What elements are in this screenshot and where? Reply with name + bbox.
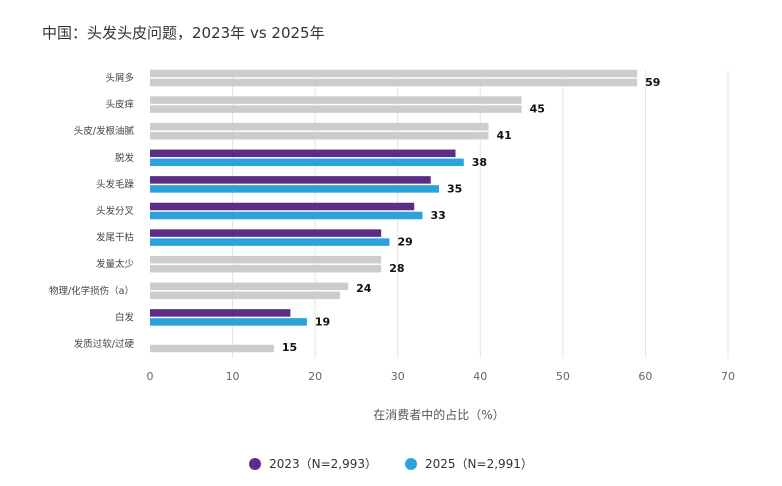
x-tick-label: 40 <box>473 370 487 383</box>
bar-2025 <box>150 78 638 87</box>
x-tick-label: 20 <box>308 370 322 383</box>
y-category-label: 发质过软/过硬 <box>74 338 135 350</box>
y-category-label: 物理/化学损伤（a） <box>49 285 134 297</box>
bar-2025 <box>150 264 382 273</box>
y-category-label: 头发毛躁 <box>96 178 135 190</box>
legend-item-2025: 2025（N=2,991） <box>405 455 533 472</box>
data-label: 29 <box>397 236 412 249</box>
legend-swatch-2025 <box>405 457 417 470</box>
bar-2023 <box>150 122 489 131</box>
bar-2025 <box>150 344 274 353</box>
bar-2023 <box>150 202 415 211</box>
bar-2025 <box>150 131 489 140</box>
bar-2023 <box>150 255 382 264</box>
data-label: 24 <box>356 282 372 295</box>
legend-label-2025: 2025（N=2,991） <box>425 457 533 471</box>
bar-2023 <box>150 176 431 184</box>
data-label: 19 <box>315 315 330 328</box>
bar-2023 <box>150 229 382 237</box>
chart-title: 中国：头发头皮问题，2023年 vs 2025年 <box>42 24 325 42</box>
bar-2023 <box>150 69 638 78</box>
y-category-label: 头皮/发根油腻 <box>74 125 135 137</box>
x-tick-label: 70 <box>721 370 735 383</box>
data-label: 33 <box>430 209 445 222</box>
legend-swatch-2023 <box>249 457 262 470</box>
x-tick-label: 30 <box>391 370 405 383</box>
bar-2025 <box>150 238 390 246</box>
y-category-label: 脱发 <box>115 152 135 164</box>
bar-2025 <box>150 158 464 167</box>
data-label: 45 <box>530 103 545 116</box>
y-category-label: 白发 <box>115 311 135 323</box>
y-category-label: 发尾干枯 <box>96 232 135 244</box>
bar-2023 <box>150 149 456 158</box>
data-label: 59 <box>645 76 660 89</box>
bar-2025 <box>150 291 340 300</box>
y-category-label: 头皮痒 <box>105 99 134 111</box>
legend: 2023（N=2,993） 2025（N=2,991） <box>0 455 782 472</box>
x-tick-label: 50 <box>556 370 570 383</box>
x-tick-label: 10 <box>226 370 240 383</box>
data-label: 38 <box>472 156 487 169</box>
legend-label-2023: 2023（N=2,993） <box>269 457 377 471</box>
x-tick-label: 0 <box>147 370 154 383</box>
bar-2025 <box>150 211 423 220</box>
bar-2025 <box>150 318 307 326</box>
legend-item-2023: 2023（N=2,993） <box>249 455 377 472</box>
data-label: 41 <box>497 129 512 142</box>
bar-2023 <box>150 96 522 104</box>
y-category-label: 头屑多 <box>105 72 134 84</box>
bar-2023 <box>150 282 349 291</box>
x-axis-label: 在消费者中的占比（%） <box>373 408 505 422</box>
data-label: 15 <box>282 341 297 354</box>
y-category-label: 头发分叉 <box>96 205 135 217</box>
bar-2025 <box>150 105 522 113</box>
data-label: 35 <box>447 182 462 195</box>
data-label: 28 <box>389 262 404 275</box>
y-category-label: 发量太少 <box>96 258 135 270</box>
x-tick-label: 60 <box>638 370 652 383</box>
bar-2025 <box>150 185 439 193</box>
bar-2023 <box>150 309 291 317</box>
